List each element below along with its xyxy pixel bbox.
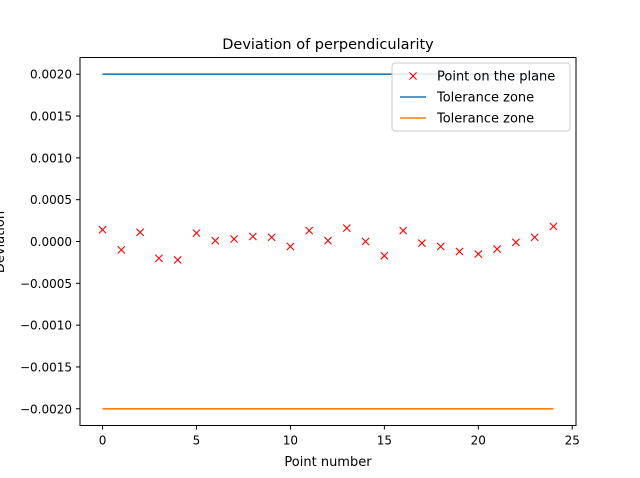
y-axis: 0.0020 0.0015 0.0010 0.0005 0.0000 −0.0005 −0.… bbox=[20, 68, 80, 416]
data-point bbox=[530, 233, 539, 242]
data-point bbox=[493, 245, 502, 254]
x-tick-label: 10 bbox=[283, 434, 298, 448]
data-point bbox=[324, 236, 332, 245]
data-point bbox=[342, 224, 351, 233]
chart-title: Deviation of perpendicularity bbox=[222, 37, 434, 53]
data-point bbox=[286, 242, 295, 251]
y-tick-label: 0.0010 bbox=[30, 151, 72, 165]
data-point bbox=[455, 247, 464, 256]
y-tick-label: 0.0020 bbox=[30, 68, 72, 82]
legend-entry: Point on the plane bbox=[409, 70, 555, 85]
data-point bbox=[380, 251, 389, 260]
x-tick-label: 25 bbox=[565, 434, 580, 448]
data-point bbox=[361, 237, 370, 246]
data-point bbox=[399, 226, 408, 235]
data-point bbox=[549, 222, 558, 231]
legend-box bbox=[391, 62, 571, 132]
x-axis: 0 5 10 15 20 25 bbox=[99, 425, 580, 448]
data-point bbox=[511, 238, 520, 247]
y-tick-label: 0.0000 bbox=[30, 235, 72, 249]
y-tick-label: −0.0015 bbox=[20, 360, 72, 374]
legend-label: Tolerance zone bbox=[436, 112, 534, 127]
data-point bbox=[417, 239, 426, 248]
y-tick-label: 0.0015 bbox=[30, 110, 72, 124]
x-tick-label: 5 bbox=[193, 434, 201, 448]
y-tick-label: 0.0005 bbox=[30, 193, 72, 207]
data-point bbox=[436, 242, 445, 251]
data-point bbox=[248, 232, 257, 241]
legend-label: Tolerance zone bbox=[436, 91, 534, 106]
x-tick-label: 15 bbox=[377, 434, 392, 448]
y-tick-label: −0.0020 bbox=[20, 402, 72, 416]
data-point bbox=[230, 235, 239, 243]
plot-area bbox=[98, 73, 558, 410]
data-point bbox=[173, 255, 182, 264]
data-point bbox=[305, 226, 314, 235]
data-point bbox=[211, 236, 220, 245]
data-point bbox=[117, 245, 126, 254]
x-tick-label: 0 bbox=[99, 434, 107, 448]
data-point bbox=[136, 228, 145, 237]
y-tick-label: −0.0005 bbox=[20, 277, 72, 291]
legend-label: Point on the plane bbox=[437, 70, 555, 85]
legend-entry: Tolerance zone bbox=[400, 112, 534, 127]
x-axis-label: Point number bbox=[284, 455, 372, 470]
data-point bbox=[474, 250, 483, 259]
data-point bbox=[98, 225, 107, 234]
data-point bbox=[154, 254, 163, 263]
legend-entry: Tolerance zone bbox=[400, 91, 534, 106]
data-point bbox=[267, 233, 276, 242]
data-point bbox=[192, 229, 201, 238]
legend: Point on the plane Tolerance zone Toleranc… bbox=[391, 62, 571, 132]
legend-swatch bbox=[409, 72, 417, 80]
y-tick-label: −0.0010 bbox=[20, 319, 72, 333]
y-axis-label: Deviation bbox=[0, 211, 8, 273]
x-tick-label: 20 bbox=[471, 434, 486, 448]
